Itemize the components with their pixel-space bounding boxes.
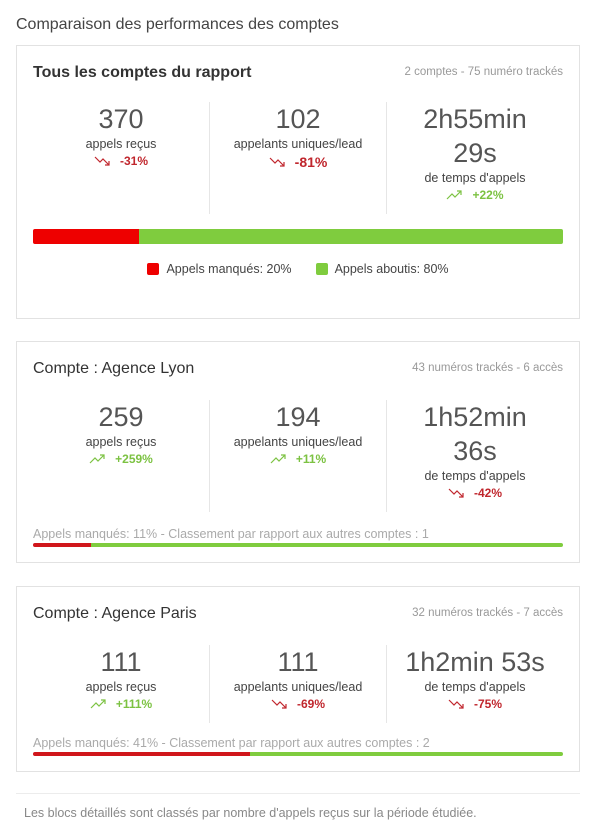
stat-label: de temps d'appels xyxy=(424,171,526,185)
trend-down-icon xyxy=(271,699,287,709)
answered-calls-segment xyxy=(91,543,563,547)
account-card-header: Compte : Agence Lyon 43 numéros trackés … xyxy=(33,358,563,382)
trend-down-icon xyxy=(448,699,464,709)
stat-label: appelants uniques/lead xyxy=(233,435,363,449)
stat-value: 111 xyxy=(100,647,142,677)
stat-value: 259 xyxy=(98,402,144,432)
stat-trend: -31% xyxy=(33,154,209,168)
stat-unique-callers: 194 appelants uniques/lead +11% xyxy=(209,400,386,512)
stat-received-calls: 259 appels reçus +259% xyxy=(33,400,209,512)
stat-trend: +11% xyxy=(210,452,386,466)
summary-card-meta: 2 comptes - 75 numéro trackés xyxy=(404,66,563,78)
stat-trend: -42% xyxy=(387,486,563,500)
trend-down-icon xyxy=(269,157,285,167)
stat-trend: +259% xyxy=(33,452,209,466)
account-caption: Appels manqués: 11% - Classement par rap… xyxy=(33,527,429,541)
account-stats: 259 appels reçus +259% 194 appelants uni… xyxy=(33,400,563,512)
stat-trend: -69% xyxy=(210,697,386,711)
trend-up-icon xyxy=(90,699,106,709)
stat-value: 370 xyxy=(98,104,144,134)
stat-label: appelants uniques/lead xyxy=(233,680,363,694)
stat-trend-value: -42% xyxy=(473,486,502,500)
trend-down-icon xyxy=(448,488,464,498)
account-calls-bar xyxy=(33,543,563,547)
footer-note: Les blocs détaillés sont classés par nom… xyxy=(24,806,477,820)
summary-card-header: Tous les comptes du rapport 2 comptes - … xyxy=(33,62,563,86)
summary-legend: Appels manqués: 20% Appels aboutis: 80% xyxy=(17,262,579,276)
stat-trend: +22% xyxy=(387,188,563,202)
stat-value: 1h2min 53s xyxy=(405,647,545,677)
stat-unique-callers: 102 appelants uniques/lead -81% xyxy=(209,102,386,214)
stat-value-line2: 36s xyxy=(453,436,497,466)
stat-trend: -81% xyxy=(210,154,386,170)
stat-label: de temps d'appels xyxy=(424,469,526,483)
stat-label: appels reçus xyxy=(85,435,157,449)
answered-calls-segment xyxy=(250,752,563,756)
answered-calls-segment xyxy=(139,229,563,244)
stat-trend-value: +22% xyxy=(472,188,504,202)
answered-swatch xyxy=(315,263,328,275)
legend-answered-label: Appels aboutis: 80% xyxy=(334,262,449,276)
stat-value-line1: 1h52min xyxy=(423,402,527,432)
stat-value-line1: 2h55min xyxy=(423,104,527,134)
stat-trend: +111% xyxy=(33,697,209,711)
stat-trend: -75% xyxy=(387,697,563,711)
stat-trend-value: -81% xyxy=(294,154,328,170)
stat-trend-value: +111% xyxy=(115,697,153,711)
trend-down-icon xyxy=(94,156,110,166)
trend-up-icon xyxy=(270,454,286,464)
footer-divider xyxy=(16,793,580,794)
stat-label: appelants uniques/lead xyxy=(233,137,363,151)
account-stats: 111 appels reçus +111% 111 appelants uni… xyxy=(33,645,563,723)
stat-label: appels reçus xyxy=(85,137,157,151)
summary-card-title: Tous les comptes du rapport xyxy=(33,64,252,81)
stat-call-time: 2h55min 29s de temps d'appels +22% xyxy=(386,102,563,214)
stat-label: appels reçus xyxy=(85,680,157,694)
account-card-title: Compte : Agence Lyon xyxy=(33,360,195,377)
summary-stats: 370 appels reçus -31% 102 appelants uniq… xyxy=(33,102,563,214)
stat-trend-value: +259% xyxy=(115,452,153,466)
missed-swatch xyxy=(147,263,160,275)
stat-value: 194 xyxy=(275,402,321,432)
stat-unique-callers: 111 appelants uniques/lead -69% xyxy=(209,645,386,723)
legend-missed-label: Appels manqués: 20% xyxy=(166,262,292,276)
stat-label: de temps d'appels xyxy=(424,680,526,694)
missed-calls-segment xyxy=(33,543,92,547)
account-calls-bar xyxy=(33,752,563,756)
page-title: Comparaison des performances des comptes xyxy=(16,16,339,33)
account-caption: Appels manqués: 41% - Classement par rap… xyxy=(33,736,430,750)
trend-up-icon xyxy=(447,190,463,200)
account-card-meta: 32 numéros trackés - 7 accès xyxy=(412,607,563,619)
stat-received-calls: 370 appels reçus -31% xyxy=(33,102,209,214)
legend-answered: Appels aboutis: 80% xyxy=(315,262,449,276)
account-card-header: Compte : Agence Paris 32 numéros trackés… xyxy=(33,603,563,627)
legend-missed: Appels manqués: 20% xyxy=(147,262,292,276)
stat-value: 102 xyxy=(275,104,321,134)
trend-up-icon xyxy=(89,454,105,464)
summary-calls-bar xyxy=(33,229,563,244)
stat-value-line2: 29s xyxy=(453,138,497,168)
account-card-meta: 43 numéros trackés - 6 accès xyxy=(412,362,563,374)
missed-calls-segment xyxy=(33,752,251,756)
account-card-title: Compte : Agence Paris xyxy=(33,605,197,622)
stat-received-calls: 111 appels reçus +111% xyxy=(33,645,209,723)
stat-trend-value: -69% xyxy=(296,697,325,711)
missed-calls-segment xyxy=(33,229,139,244)
account-card-paris: Compte : Agence Paris 32 numéros trackés… xyxy=(16,586,580,772)
stat-value: 111 xyxy=(277,647,319,677)
stat-call-time: 1h52min 36s de temps d'appels -42% xyxy=(386,400,563,512)
stat-call-time: 1h2min 53s de temps d'appels -75% xyxy=(386,645,563,723)
stat-trend-value: -75% xyxy=(473,697,502,711)
summary-card: Tous les comptes du rapport 2 comptes - … xyxy=(16,45,580,319)
account-card-lyon: Compte : Agence Lyon 43 numéros trackés … xyxy=(16,341,580,563)
stat-trend-value: -31% xyxy=(119,154,148,168)
stat-trend-value: +11% xyxy=(295,452,327,466)
